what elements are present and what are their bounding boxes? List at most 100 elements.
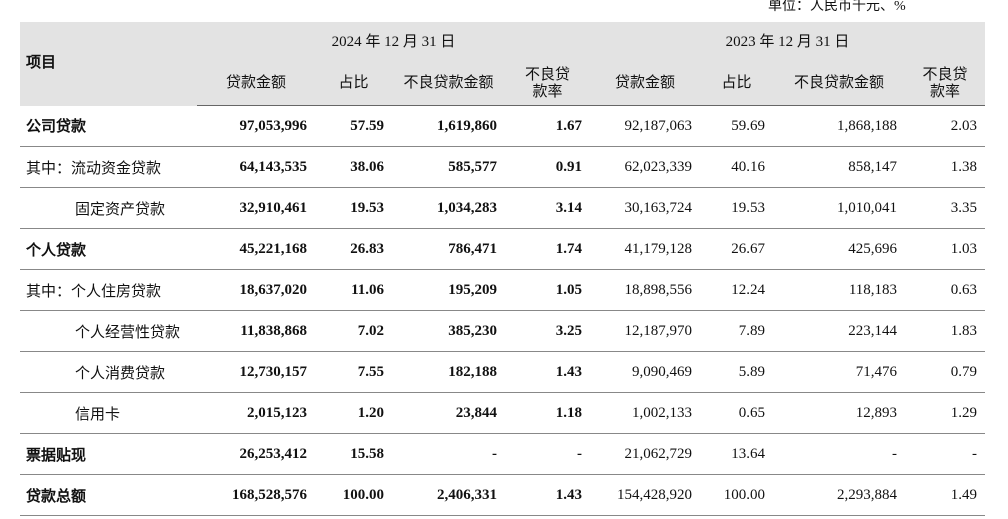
cell: 1,868,188 — [773, 105, 906, 147]
period-header: 2023 年 12 月 31 日 — [590, 22, 986, 62]
row-label: 其中：个人住房贷款 — [20, 269, 197, 311]
cell: 1.43 — [505, 474, 591, 516]
row-label: 信用卡 — [20, 392, 197, 434]
cell: 7.02 — [315, 310, 392, 352]
cell: 26.83 — [315, 228, 392, 270]
cell: 168,528,576 — [197, 474, 315, 516]
cell: 1.38 — [905, 146, 986, 188]
header-row: 项目 2024 年 12 月 31 日 2023 年 12 月 31 日 — [20, 22, 986, 106]
cell: 585,577 — [392, 146, 505, 188]
cell: 64,143,535 — [197, 146, 315, 188]
column-header: 不良贷款金额 — [392, 62, 505, 106]
table-row: 个人消费贷款 12,730,157 7.55 182,188 1.43 9,090,469… — [20, 351, 986, 393]
cell: 0.91 — [505, 146, 591, 188]
cell: 12.24 — [700, 269, 774, 311]
cell: 182,188 — [392, 351, 505, 393]
cell: 3.25 — [505, 310, 591, 352]
cell: - — [505, 433, 591, 475]
cell: 2.03 — [905, 105, 986, 147]
cell: 26.67 — [700, 228, 774, 270]
table-row: 固定资产贷款 32,910,461 19.53 1,034,283 3.14 30,163… — [20, 187, 986, 229]
cell: 12,187,970 — [590, 310, 701, 352]
item-header: 项目 — [20, 22, 197, 106]
table-row: 票据贴现 26,253,412 15.58- -21,062,729 13.64- - — [20, 433, 986, 475]
cell: 12,730,157 — [197, 351, 315, 393]
cell: 92,187,063 — [590, 105, 701, 147]
cell: 19.53 — [700, 187, 774, 229]
cell: 425,696 — [773, 228, 906, 270]
cell: 11.06 — [315, 269, 392, 311]
cell: 40.16 — [700, 146, 774, 188]
cell: 18,898,556 — [590, 269, 701, 311]
cell: 1.18 — [505, 392, 591, 434]
cell: 0.79 — [905, 351, 986, 393]
column-header: 占比 — [700, 62, 774, 106]
cell: 15.58 — [315, 433, 392, 475]
cell: 2,015,123 — [197, 392, 315, 434]
cell: 3.14 — [505, 187, 591, 229]
cell: 23,844 — [392, 392, 505, 434]
cell: 45,221,168 — [197, 228, 315, 270]
loan-table: 项目 2024 年 12 月 31 日 2023 年 12 月 31 日 贷款金… — [20, 22, 986, 516]
cell: 1.43 — [505, 351, 591, 393]
cell: 1,010,041 — [773, 187, 906, 229]
cell: 71,476 — [773, 351, 906, 393]
cell: 1,034,283 — [392, 187, 505, 229]
table-row: 其中：个人住房贷款 18,637,020 11.06 195,209 1.05 18,89… — [20, 269, 986, 311]
cell: 12,893 — [773, 392, 906, 434]
cell: 11,838,868 — [197, 310, 315, 352]
cell: 0.65 — [700, 392, 774, 434]
table-row: 个人贷款 45,221,168 26.83 786,471 1.74 41,179,128… — [20, 228, 986, 270]
column-header: 贷款金额 — [197, 62, 315, 106]
row-label: 个人贷款 — [20, 228, 197, 270]
cell: - — [905, 433, 986, 475]
column-header: 贷款金额 — [590, 62, 701, 106]
cell: 1.03 — [905, 228, 986, 270]
cell: 5.89 — [700, 351, 774, 393]
column-header: 不良贷款率 — [905, 62, 986, 106]
cell: 62,023,339 — [590, 146, 701, 188]
row-label: 其中：流动资金贷款 — [20, 146, 197, 188]
unit-note: 单位：人民币千元、% — [768, 0, 906, 14]
cell: 1.05 — [505, 269, 591, 311]
cell: 223,144 — [773, 310, 906, 352]
table-head: 项目 2024 年 12 月 31 日 2023 年 12 月 31 日 贷款金… — [20, 22, 986, 106]
cell: 41,179,128 — [590, 228, 701, 270]
table-row: 贷款总额 168,528,576 100.00 2,406,331 1.43 154,42… — [20, 474, 986, 516]
cell: 26,253,412 — [197, 433, 315, 475]
cell: 59.69 — [700, 105, 774, 147]
cell: 3.35 — [905, 187, 986, 229]
cell: 1.83 — [905, 310, 986, 352]
cell: 0.63 — [905, 269, 986, 311]
cell: 2,293,884 — [773, 474, 906, 516]
cell: - — [773, 433, 906, 475]
row-label: 贷款总额 — [20, 474, 197, 516]
cell: 195,209 — [392, 269, 505, 311]
cell: 1.20 — [315, 392, 392, 434]
cell: 100.00 — [315, 474, 392, 516]
table-row: 公司贷款 97,053,996 57.59 1,619,860 1.67 92,187,0… — [20, 105, 986, 147]
cell: 7.55 — [315, 351, 392, 393]
cell: 118,183 — [773, 269, 906, 311]
cell: - — [392, 433, 505, 475]
cell: 1.74 — [505, 228, 591, 270]
cell: 1.29 — [905, 392, 986, 434]
cell: 18,637,020 — [197, 269, 315, 311]
period-header: 2024 年 12 月 31 日 — [197, 22, 591, 62]
cell: 786,471 — [392, 228, 505, 270]
cell: 1,619,860 — [392, 105, 505, 147]
cell: 858,147 — [773, 146, 906, 188]
row-label: 个人消费贷款 — [20, 351, 197, 393]
cell: 1.49 — [905, 474, 986, 516]
row-label: 个人经营性贷款 — [20, 310, 197, 352]
header-row: 贷款金额 占比 不良贷款金额 不良贷款率 贷款金额 占比 不良贷款金额 不良贷款率 — [20, 62, 986, 106]
cell: 1,002,133 — [590, 392, 701, 434]
table-row: 个人经营性贷款 11,838,868 7.02 385,230 3.25 12,187,9… — [20, 310, 986, 352]
table-row: 其中：流动资金贷款 64,143,535 38.06 585,577 0.91 62,02… — [20, 146, 986, 188]
cell: 30,163,724 — [590, 187, 701, 229]
column-header: 不良贷款金额 — [773, 62, 906, 106]
cell: 32,910,461 — [197, 187, 315, 229]
cell: 38.06 — [315, 146, 392, 188]
column-header: 不良贷款率 — [505, 62, 591, 106]
